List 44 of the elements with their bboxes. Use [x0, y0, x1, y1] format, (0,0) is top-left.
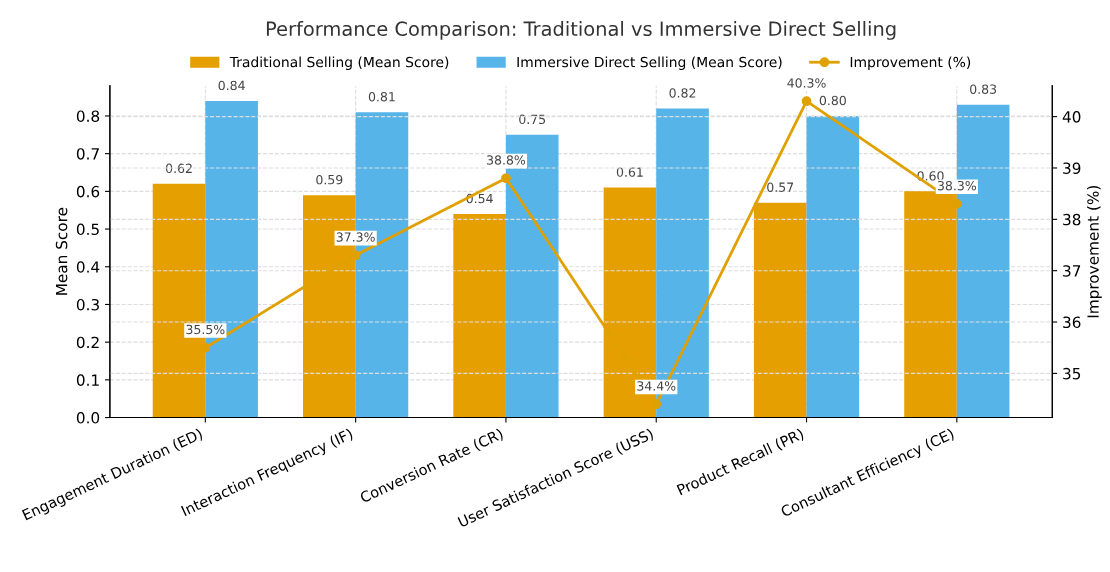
y-axis-title: Mean Score [55, 207, 68, 295]
y2-axis-title: Improvement (%) [1087, 185, 1102, 318]
y-tick-label: 0.1 [76, 374, 99, 386]
legend-label: Improvement (%) [850, 56, 971, 70]
y2-tick-label: 35 [1063, 367, 1081, 380]
data-label: 0.83 [970, 84, 997, 94]
y2-tick-label: 37 [1063, 265, 1081, 277]
point [350, 250, 361, 261]
point [951, 199, 962, 209]
data-label: 38.3% [937, 180, 976, 191]
point [651, 399, 662, 410]
data-label: 0.61 [616, 167, 643, 177]
data-label: 0.80 [819, 95, 846, 106]
data-label: 0.82 [669, 88, 696, 98]
data-label: 0.57 [767, 182, 794, 192]
data-label: 37.3% [336, 232, 375, 242]
point [200, 342, 211, 353]
data-label: 0.81 [368, 91, 395, 102]
y-tick-label: 0.6 [76, 185, 100, 198]
y-tick-label: 0.2 [76, 336, 99, 349]
point [801, 96, 812, 107]
data-label: 40.3% [787, 78, 826, 88]
point [501, 173, 511, 184]
y-tick-label: 0.7 [76, 148, 99, 160]
data-label: 0.62 [165, 163, 192, 174]
data-label: 34.4% [637, 381, 676, 391]
y-tick-label: 0.3 [76, 298, 99, 311]
data-label: 0.84 [218, 80, 245, 91]
bar [453, 213, 506, 418]
y2-tick-label: 36 [1063, 316, 1081, 329]
data-label: 35.5% [186, 324, 225, 335]
data-label: 38.8% [487, 155, 526, 165]
y-tick-label: 0.0 [76, 412, 100, 424]
bar [806, 115, 860, 418]
y2-tick-label: 38 [1063, 213, 1081, 226]
y2-tick-label: 40 [1062, 111, 1081, 123]
y-tick-label: 0.8 [76, 110, 100, 122]
y-tick-label: 0.4 [76, 261, 100, 273]
legend-label: Immersive Direct Selling (Mean Score) [517, 56, 782, 70]
data-label: 0.59 [316, 174, 343, 185]
legend-label: Traditional Selling (Mean Score) [229, 56, 449, 70]
y-tick-label: 0.5 [76, 223, 99, 236]
y2-tick-label: 39 [1063, 162, 1081, 174]
chart-title: Performance Comparison: Traditional vs Immersive Direct Selling [266, 21, 896, 40]
